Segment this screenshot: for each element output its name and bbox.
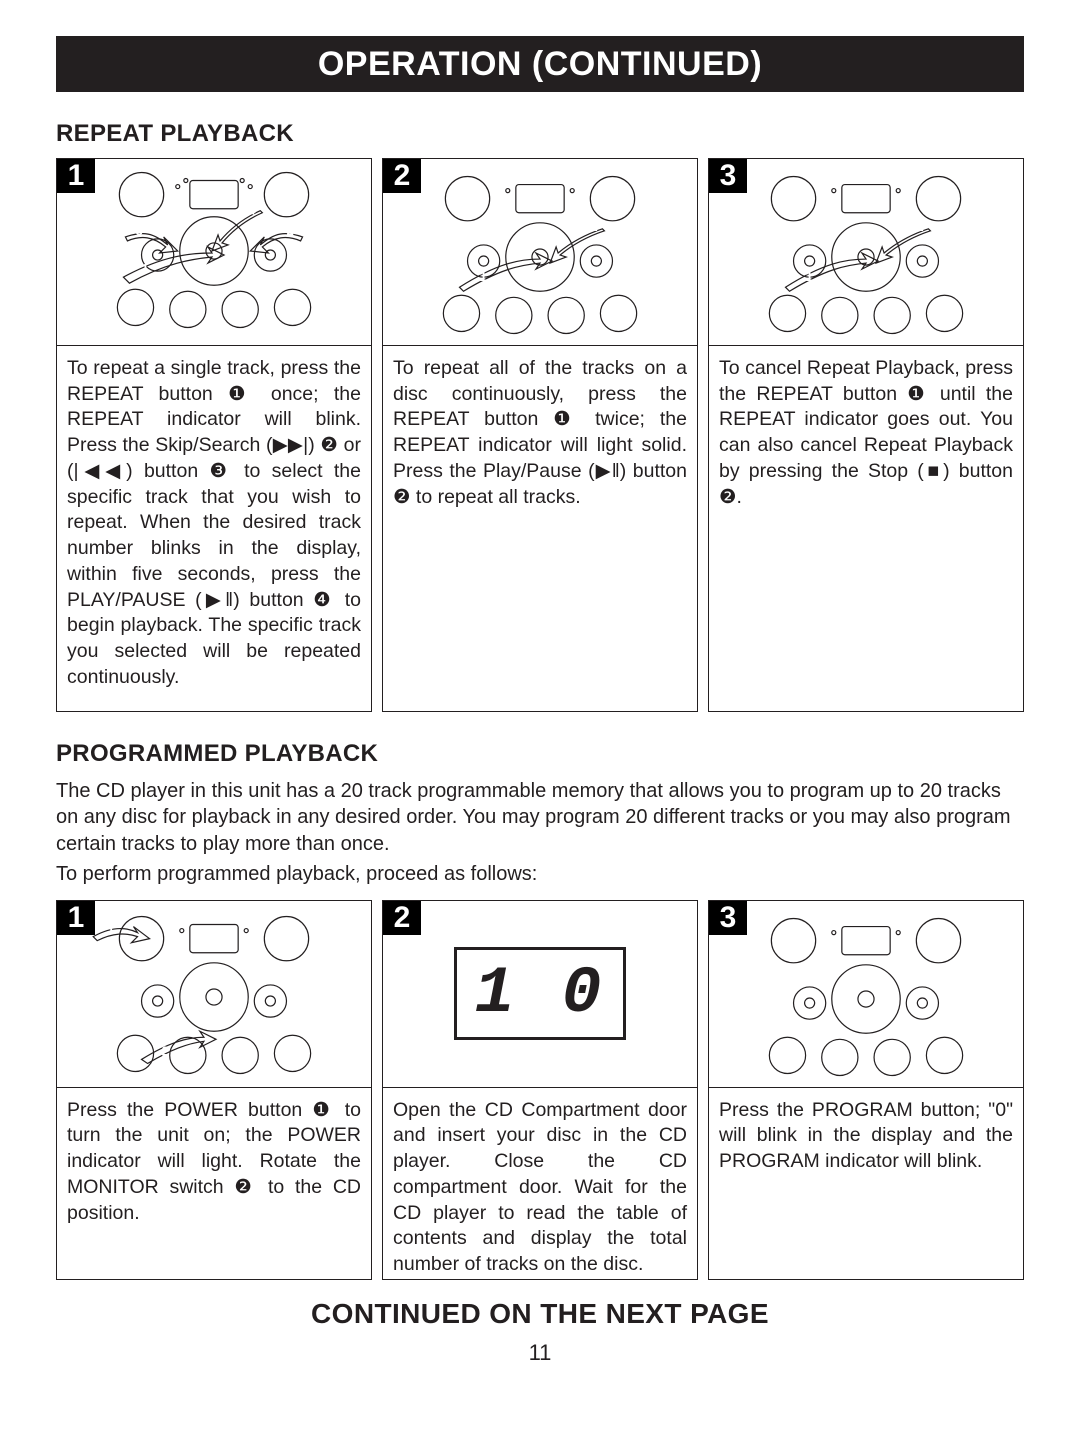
device-diagram: 1 2 3 4: [63, 165, 365, 339]
step-number: 2: [383, 901, 421, 935]
svg-text:4: 4: [248, 203, 256, 218]
svg-text:2: 2: [162, 1043, 169, 1058]
repeat-text-2: To repeat all of the tracks on a disc co…: [382, 346, 698, 712]
svg-text:1: 1: [806, 269, 813, 284]
svg-text:1: 1: [107, 920, 114, 935]
step-number: 3: [709, 901, 747, 935]
digital-display: 1 0: [389, 907, 691, 1081]
repeat-img-2: 2 1 2: [382, 158, 698, 346]
repeat-img-3: 3 1 2: [708, 158, 1024, 346]
prog-text-1: Press the POWER button ❶ to turn the uni…: [56, 1088, 372, 1280]
device-diagram: [715, 907, 1017, 1081]
step-number: 3: [709, 159, 747, 193]
svg-text:2: 2: [916, 219, 923, 234]
repeat-text-3: To cancel Repeat Playback, press the REP…: [708, 346, 1024, 712]
svg-text:2: 2: [590, 219, 597, 234]
display-value: 1 0: [454, 947, 627, 1040]
step-number: 2: [383, 159, 421, 193]
prog-text-2: Open the CD Compartment door and insert …: [382, 1088, 698, 1280]
prog-cell-3: 3 Press the PROGRAM button; "0" will bli…: [708, 900, 1024, 1280]
step-number: 1: [57, 159, 95, 193]
prog-img-1: 1 1 2: [56, 900, 372, 1088]
repeat-img-1: 1 1: [56, 158, 372, 346]
repeat-grid: 1 1: [56, 158, 1024, 712]
programmed-grid: 1 1 2 Press the POWER button: [56, 900, 1024, 1280]
prog-cell-2: 2 1 0 Open the CD Compartment door and i…: [382, 900, 698, 1280]
repeat-cell-1: 1 1: [56, 158, 372, 712]
svg-text:2: 2: [286, 223, 293, 238]
prog-cell-1: 1 1 2 Press the POWER button: [56, 900, 372, 1280]
device-diagram: 1 2: [715, 165, 1017, 339]
continued-line: CONTINUED ON THE NEXT PAGE: [56, 1298, 1024, 1330]
device-diagram: 1 2: [63, 907, 365, 1081]
prog-img-3: 3: [708, 900, 1024, 1088]
prog-img-2: 2 1 0: [382, 900, 698, 1088]
banner-title: OPERATION (CONTINUED): [56, 39, 1024, 92]
svg-text:1: 1: [480, 269, 487, 284]
page: OPERATION (CONTINUED) REPEAT PLAYBACK 1: [0, 0, 1080, 1440]
prog-text-3: Press the PROGRAM button; "0" will blink…: [708, 1088, 1024, 1280]
programmed-title: PROGRAMMED PLAYBACK: [56, 740, 1024, 768]
svg-text:3: 3: [135, 223, 142, 238]
step-number: 1: [57, 901, 95, 935]
device-diagram: 1 2: [389, 165, 691, 339]
repeat-cell-3: 3 1 2 To cancel Repeat Playback, press t…: [708, 158, 1024, 712]
page-number: 11: [56, 1340, 1024, 1366]
programmed-intro-1: The CD player in this unit has a 20 trac…: [56, 778, 1024, 857]
repeat-title: REPEAT PLAYBACK: [56, 120, 1024, 148]
repeat-cell-2: 2 1 2 To repeat all of the t: [382, 158, 698, 712]
repeat-text-1: To repeat a single track, press the REPE…: [56, 346, 372, 712]
svg-text:1: 1: [142, 261, 149, 276]
programmed-intro-2: To perform programmed playback, proceed …: [56, 861, 1024, 887]
